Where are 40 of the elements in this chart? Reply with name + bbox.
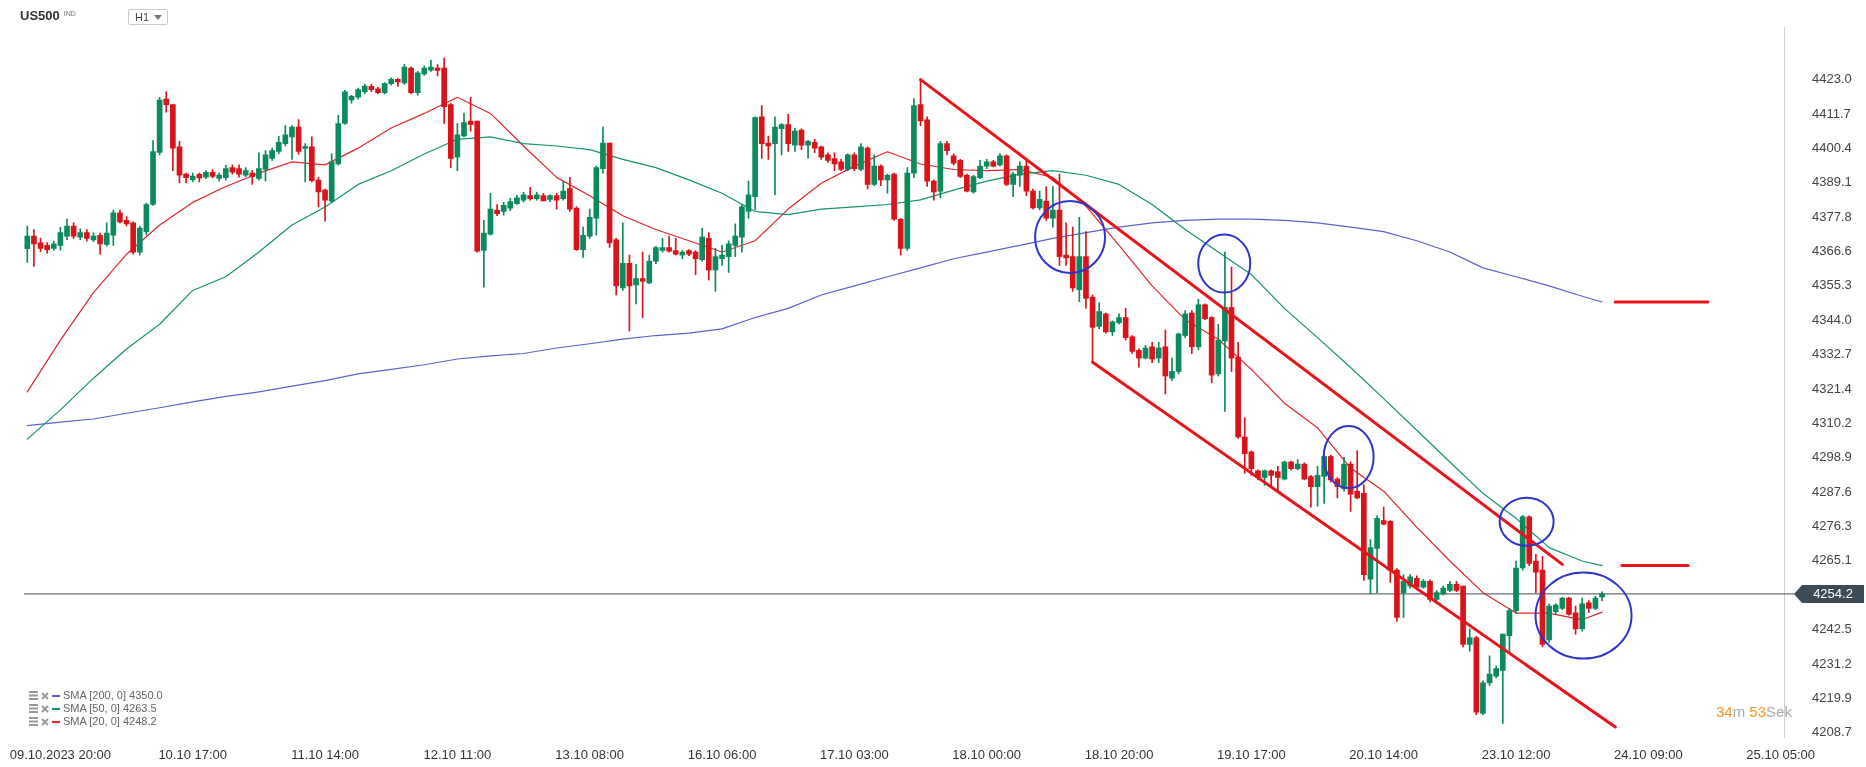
y-tick-label: 4298.9 (1812, 449, 1852, 465)
x-tick-label: 17.10 03:00 (820, 746, 889, 762)
y-tick-label: 4208.7 (1812, 724, 1852, 740)
legend-label: SMA [200, 0] 4350.0 (63, 689, 163, 703)
ref-line-label: 4254.2 (1813, 586, 1853, 602)
y-tick-label: 4344.0 (1812, 311, 1852, 327)
x-tick-label: 19.10 17:00 (1217, 746, 1286, 762)
x-tick-label: 09.10.2023 20:00 (9, 746, 111, 762)
y-tick-label: 4231.2 (1812, 655, 1852, 671)
x-tick-label: 10.10 17:00 (158, 746, 228, 762)
timeframe-dropdown: H1 (128, 9, 168, 25)
y-tick-label: 4287.6 (1812, 483, 1852, 499)
x-tick-label: 11.10 14:00 (291, 746, 359, 762)
x-tick-label: 23.10 12:00 (1481, 746, 1551, 762)
legend-label: SMA [50, 0] 4263.5 (63, 702, 157, 716)
x-tick-label: 20.10 14:00 (1349, 746, 1419, 762)
y-tick-label: 4321.4 (1812, 380, 1852, 396)
x-tick-label: 12.10 11:00 (423, 746, 492, 762)
x-tick-label: 25.10 05:00 (1746, 746, 1816, 762)
x-tick-label: 18.10 20:00 (1084, 746, 1154, 762)
x-tick-label: 16.10 06:00 (687, 746, 757, 762)
y-tick-label: 4219.9 (1812, 689, 1852, 705)
x-tick-label: 24.10 09:00 (1614, 746, 1683, 762)
y-tick-label: 4242.5 (1812, 621, 1852, 637)
y-tick-label: 4423.0 (1812, 71, 1852, 87)
y-tick-label: 4389.1 (1812, 174, 1852, 190)
y-tick-label: 4400.4 (1812, 140, 1852, 156)
y-tick-label: 4265.1 (1812, 552, 1852, 568)
x-tick-label: 18.10 00:00 (952, 746, 1022, 762)
y-tick-label: 4276.3 (1812, 518, 1852, 534)
y-tick-label: 4355.3 (1812, 277, 1852, 293)
x-tick-label: 13.10 08:00 (555, 746, 625, 762)
y-tick-label: 4377.8 (1812, 208, 1852, 224)
annotation: 34m 53Sek (1716, 703, 1792, 721)
y-tick-label: 4366.6 (1812, 243, 1852, 259)
y-tick-label: 4411.7 (1812, 105, 1851, 121)
chart-title: US500 (20, 8, 60, 23)
legend-label: SMA [20, 0] 4248.2 (63, 715, 157, 729)
y-tick-label: 4332.7 (1812, 346, 1852, 362)
y-tick-label: 4310.2 (1812, 414, 1852, 430)
